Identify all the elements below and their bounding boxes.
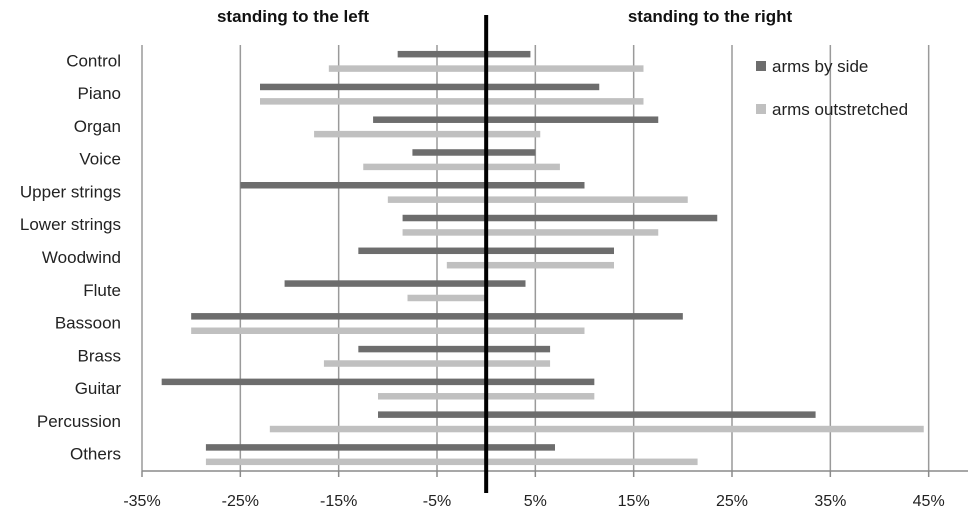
category-label: Lower strings: [20, 215, 121, 234]
bars: [161, 50, 924, 466]
bar: [284, 280, 526, 287]
category-label: Others: [70, 445, 121, 464]
grid-lines: [141, 45, 930, 471]
bar: [191, 313, 683, 320]
x-tick-label: 5%: [524, 493, 547, 510]
bar: [407, 294, 487, 302]
x-tick-label: 15%: [618, 493, 650, 510]
legend-label: arms by side: [772, 57, 868, 76]
bar: [260, 98, 644, 105]
bar: [260, 83, 600, 91]
bar: [240, 182, 585, 189]
bar: [402, 229, 659, 236]
legend-swatch: [756, 61, 766, 71]
x-tick-label: -25%: [222, 493, 259, 510]
x-tick-label: 35%: [814, 493, 846, 510]
category-label: Voice: [79, 150, 121, 169]
bar: [314, 130, 541, 138]
bar: [191, 327, 585, 334]
bar: [269, 425, 924, 433]
x-tick-label: -15%: [320, 493, 357, 510]
legend: arms by side arms outstretched: [756, 57, 908, 119]
bar: [205, 444, 555, 451]
bar: [323, 360, 551, 367]
bar: [402, 214, 718, 222]
category-label: Piano: [78, 84, 121, 103]
bar: [397, 50, 531, 58]
category-label: Percussion: [37, 412, 121, 431]
bar: [205, 458, 698, 466]
tick-labels: -35% -25% -15% -5% 5% 15% 25% 35% 45%: [123, 493, 944, 510]
bar: [387, 196, 688, 203]
x-tick-label: -5%: [423, 493, 451, 510]
axes: [141, 15, 968, 493]
category-label: Bassoon: [55, 314, 121, 333]
right-header: standing to the right: [628, 7, 793, 26]
category-label: Brass: [78, 346, 121, 365]
bar: [363, 163, 560, 171]
bar: [161, 378, 595, 386]
bar: [358, 345, 551, 353]
left-header: standing to the left: [217, 7, 369, 26]
category-label: Control: [66, 51, 121, 70]
category-label: Upper strings: [20, 182, 121, 201]
category-label: Organ: [74, 117, 121, 136]
bar: [446, 261, 614, 269]
x-tick-label: 25%: [716, 493, 748, 510]
category-label: Guitar: [75, 379, 122, 398]
x-tick-label: 45%: [913, 493, 945, 510]
x-tick-label: -35%: [123, 493, 160, 510]
bar: [378, 411, 816, 418]
category-label: Woodwind: [42, 248, 121, 267]
legend-swatch: [756, 104, 766, 114]
category-label: Flute: [83, 281, 121, 300]
bar: [412, 149, 536, 156]
category-labels: Control Piano Organ Voice Upper strings Lower…: [20, 51, 121, 463]
legend-label: arms outstretched: [772, 100, 908, 119]
bar: [373, 116, 659, 123]
